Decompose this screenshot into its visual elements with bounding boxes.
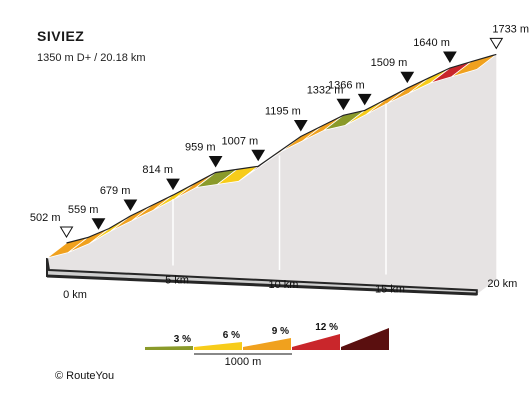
elevation-label: 1366 m	[328, 79, 365, 91]
marker-icon	[251, 149, 266, 162]
marker-icon	[166, 178, 180, 191]
legend-swatch	[341, 328, 389, 350]
marker-icon	[336, 98, 351, 111]
ground-baseline	[46, 257, 478, 296]
legend-label: 6 %	[223, 330, 240, 341]
elevation-label: 679 m	[100, 185, 131, 197]
elevation-label: 1733 m	[492, 23, 529, 35]
marker-icon	[357, 93, 372, 106]
elevation-label: 559 m	[68, 204, 99, 216]
ground-line	[46, 274, 477, 296]
legend-scale-label: 1000 m	[225, 356, 262, 368]
elevation-label: 502 m	[30, 212, 61, 224]
legend-label: 12 %	[315, 322, 338, 333]
elevation-label: 959 m	[185, 142, 216, 154]
distance-tick-label: 15 km	[375, 284, 405, 296]
marker-icon	[443, 51, 457, 63]
marker-icon	[293, 120, 308, 132]
legend-swatch	[145, 346, 193, 350]
distance-tick-label: 0 km	[63, 289, 87, 301]
legend-label: 3 %	[174, 334, 191, 345]
chart-subtitle: 1350 m D+ / 20.18 km	[37, 52, 146, 64]
legend-label: 9 %	[272, 326, 289, 337]
copyright-text: © RouteYou	[55, 370, 115, 382]
legend-swatch	[243, 338, 291, 350]
profile-side-area	[47, 54, 497, 295]
open-marker-icon	[489, 37, 504, 50]
marker-icon	[400, 71, 415, 84]
ridge-outline	[66, 53, 497, 244]
elevation-label: 1195 m	[265, 105, 301, 117]
marker-icon	[91, 218, 106, 230]
elevation-label: 814 m	[142, 164, 173, 176]
chart-title: SIVIEZ	[37, 28, 85, 44]
marker-icon	[208, 156, 223, 168]
distance-tick-label: 20 km	[487, 278, 517, 290]
km-dividers	[172, 103, 387, 275]
distance-ticks: 0 km 5 km 10 km 15 km 20 km	[63, 275, 517, 302]
elevation-label: 1509 m	[371, 57, 408, 69]
grade-legend: 3 % 6 % 9 % 12 % 1000 m	[145, 322, 389, 368]
elevation-label: 1007 m	[221, 135, 258, 147]
elevation-label: 1640 m	[413, 37, 450, 49]
elevation-label: 1332 m	[307, 84, 344, 96]
marker-icon	[123, 199, 138, 211]
legend-swatch	[194, 342, 242, 350]
distance-tick-label: 10 km	[269, 279, 299, 291]
side-shade-area	[47, 54, 497, 295]
distance-tick-label: 5 km	[165, 275, 189, 287]
legend-swatch	[292, 334, 340, 350]
open-marker-icon	[59, 226, 74, 238]
grade-segments	[46, 53, 497, 259]
